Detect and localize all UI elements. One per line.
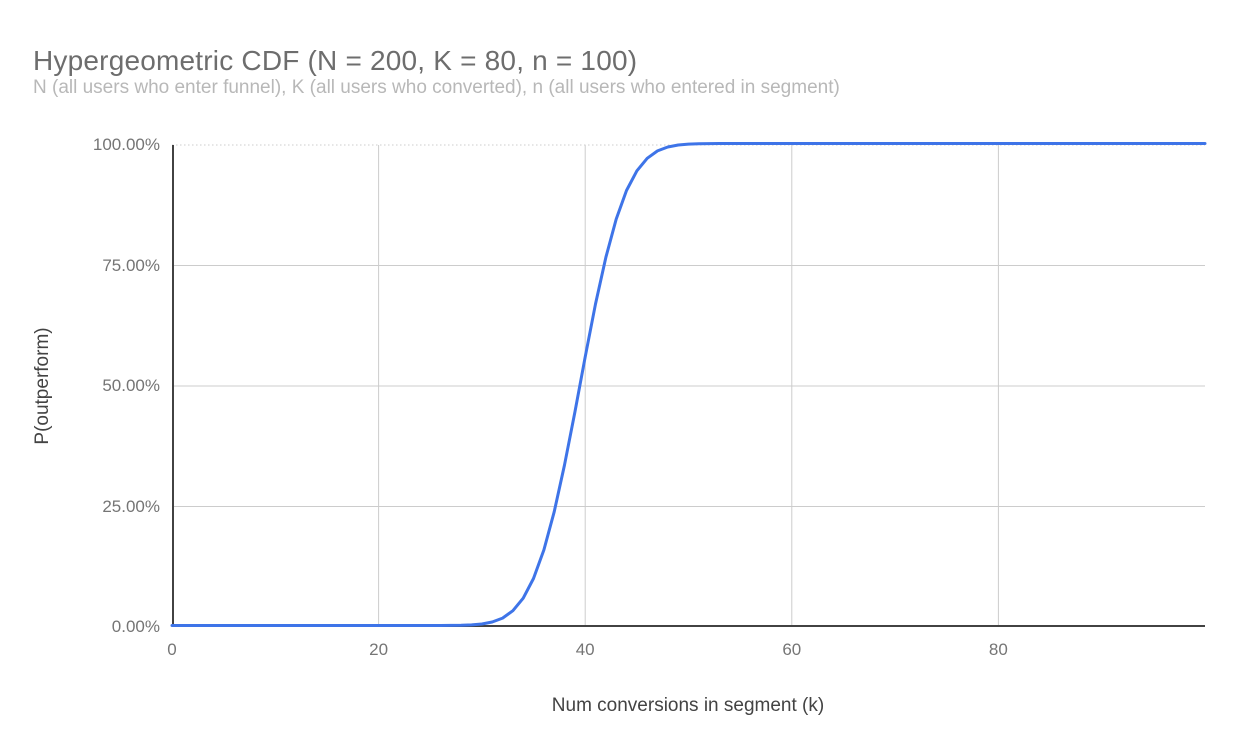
cdf-line-chart — [170, 142, 1207, 627]
x-axis-title: Num conversions in segment (k) — [551, 695, 825, 716]
x-tick-label-0: 0 — [167, 640, 177, 659]
chart-subtitle: N (all users who enter funnel), K (all u… — [33, 77, 840, 98]
y-tick-label-50: 50.00% — [102, 376, 160, 395]
plot-area — [170, 142, 1207, 627]
chart-title: Hypergeometric CDF (N = 200, K = 80, n =… — [33, 44, 638, 76]
x-tick-label-60: 60 — [782, 640, 802, 659]
y-tick-label-25: 25.00% — [102, 496, 160, 516]
x-tick-label-20: 20 — [369, 640, 389, 659]
x-tick-label-40: 40 — [575, 640, 595, 659]
y-tick-label-75: 75.00% — [102, 255, 160, 275]
y-tick-label-0: 0.00% — [111, 617, 160, 636]
y-tick-label-100: 100.00% — [92, 135, 160, 154]
x-tick-label-80: 80 — [988, 640, 1008, 659]
y-axis-title: P(outperform) — [32, 327, 53, 445]
cdf-curve — [170, 142, 1207, 627]
